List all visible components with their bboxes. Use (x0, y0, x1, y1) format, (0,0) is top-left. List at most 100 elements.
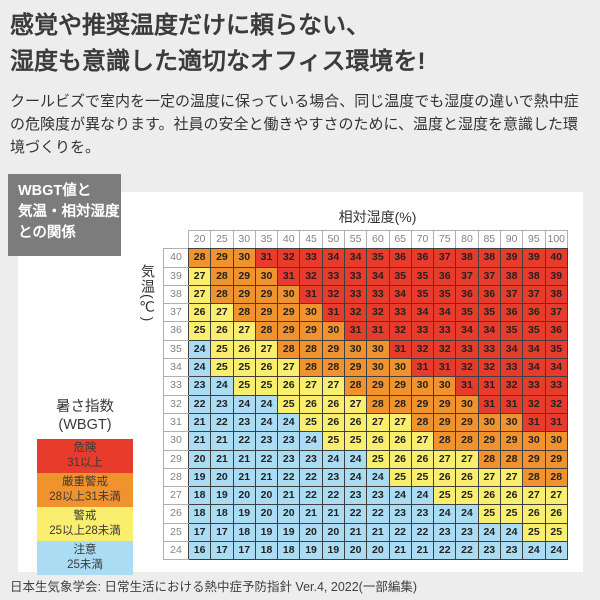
wbgt-cell: 26 (477, 486, 501, 506)
wbgt-cell: 22 (388, 522, 412, 543)
temperature-row-header: 37 (163, 303, 189, 323)
wbgt-cell: 38 (455, 248, 479, 268)
temperature-axis-label: 気温(℃) (140, 264, 156, 323)
wbgt-cell: 17 (210, 522, 234, 543)
wbgt-cell: 30 (522, 431, 546, 451)
wbgt-cell: 26 (388, 449, 412, 469)
wbgt-cell: 32 (544, 394, 568, 414)
wbgt-cell: 26 (544, 504, 568, 524)
wbgt-cell: 28 (433, 431, 457, 451)
wbgt-cell: 28 (299, 358, 323, 378)
table-row: 40 28 29 30 31 32 33 34 34 35 36 36 37 38 38 39 39 40 (163, 248, 568, 268)
wbgt-cell: 18 (187, 486, 212, 506)
table-row: 36 25 26 27 28 29 29 30 31 31 32 33 33 34 34 35 35 36 (163, 321, 568, 341)
wbgt-cell: 30 (388, 358, 412, 378)
wbgt-cell: 28 (254, 321, 279, 341)
humidity-col-header: 35 (254, 229, 279, 250)
section-tag-line1: WBGT値と (18, 183, 92, 199)
wbgt-cell: 30 (254, 266, 279, 286)
legend-item-range: 25未満 (67, 559, 103, 571)
wbgt-cell: 27 (232, 321, 256, 341)
wbgt-cell: 28 (522, 467, 546, 488)
wbgt-cell: 28 (299, 339, 323, 360)
wbgt-cell: 34 (433, 303, 457, 323)
wbgt-cell: 29 (232, 284, 256, 305)
humidity-col-header: 45 (299, 229, 323, 250)
wbgt-cell: 29 (433, 412, 457, 433)
table-row: 25 17 17 18 19 19 20 20 21 21 22 22 23 23 24 24 25 25 (163, 522, 568, 543)
wbgt-cell: 32 (343, 303, 368, 323)
wbgt-cell: 17 (210, 541, 234, 561)
temperature-row-header: 30 (163, 431, 189, 451)
table-row: 26 18 18 19 20 20 21 21 22 22 23 23 24 24 25 25 26 26 (163, 504, 568, 524)
wbgt-cell: 26 (499, 486, 524, 506)
wbgt-cell: 30 (410, 376, 435, 396)
humidity-col-header: 95 (522, 229, 546, 250)
wbgt-cell: 38 (477, 248, 501, 268)
wbgt-cell: 29 (455, 412, 479, 433)
wbgt-cell: 30 (477, 412, 501, 433)
wbgt-cell: 22 (366, 504, 390, 524)
wbgt-cell: 29 (499, 431, 524, 451)
humidity-col-header: 65 (388, 229, 412, 250)
wbgt-cell: 33 (455, 339, 479, 360)
wbgt-cell: 31 (499, 394, 524, 414)
temperature-row-header: 39 (163, 266, 189, 286)
wbgt-cell: 27 (254, 339, 279, 360)
wbgt-cell: 37 (544, 303, 568, 323)
wbgt-cell: 23 (499, 541, 524, 561)
temperature-row-header: 35 (163, 339, 189, 360)
wbgt-cell: 27 (544, 486, 568, 506)
wbgt-cell: 25 (210, 358, 234, 378)
wbgt-cell: 23 (455, 522, 479, 543)
table-row: 24 16 17 17 18 18 19 19 20 20 21 21 22 22 23 23 24 24 (163, 541, 568, 561)
wbgt-cell: 30 (366, 339, 390, 360)
wbgt-cell: 23 (299, 449, 323, 469)
wbgt-cell: 29 (477, 431, 501, 451)
wbgt-cell: 28 (499, 449, 524, 469)
wbgt-cell: 30 (299, 303, 323, 323)
wbgt-cell: 25 (522, 522, 546, 543)
wbgt-cell: 33 (388, 303, 412, 323)
wbgt-cell: 34 (477, 321, 501, 341)
temperature-row-header: 36 (163, 321, 189, 341)
wbgt-cell: 27 (299, 376, 323, 396)
wbgt-cell: 31 (455, 376, 479, 396)
wbgt-cell: 32 (499, 376, 524, 396)
wbgt-cell: 26 (388, 431, 412, 451)
wbgt-cell: 29 (277, 321, 301, 341)
wbgt-cell: 18 (277, 541, 301, 561)
wbgt-cell: 34 (321, 248, 345, 268)
wbgt-cell: 25 (187, 321, 212, 341)
wbgt-cell: 33 (343, 266, 368, 286)
wbgt-cell: 20 (254, 486, 279, 506)
wbgt-cell: 26 (522, 504, 546, 524)
table-corner (164, 231, 189, 249)
wbgt-cell: 23 (210, 394, 234, 414)
table-row: 32 22 23 24 24 25 26 26 27 28 28 29 29 30 31 31 32 32 (163, 394, 568, 414)
wbgt-cell: 22 (299, 467, 323, 488)
table-row: 31 21 22 23 24 24 25 26 26 27 27 28 29 29 30 30 31 31 (163, 412, 568, 433)
wbgt-cell: 26 (343, 412, 368, 433)
wbgt-cell: 23 (254, 431, 279, 451)
table-row: 27 18 19 20 20 21 22 22 23 23 24 24 25 25 26 26 27 27 (163, 486, 568, 506)
wbgt-cell: 36 (522, 303, 546, 323)
wbgt-cell: 32 (522, 394, 546, 414)
wbgt-cell: 24 (366, 467, 390, 488)
wbgt-cell: 20 (366, 541, 390, 561)
wbgt-cell: 33 (544, 376, 568, 396)
wbgt-cell: 37 (499, 284, 524, 305)
wbgt-cell: 19 (277, 522, 301, 543)
wbgt-cell: 35 (477, 303, 501, 323)
legend-item-label: 厳重警戒 (62, 476, 108, 488)
wbgt-cell: 22 (299, 486, 323, 506)
legend-item-label: 危険 (73, 442, 97, 454)
wbgt-cell: 27 (277, 358, 301, 378)
wbgt-cell: 23 (277, 431, 301, 451)
wbgt-cell: 30 (433, 376, 457, 396)
temperature-row-header: 32 (163, 394, 189, 414)
legend-item-range: 31以上 (67, 457, 103, 469)
page-title-line2: 湿度も意識した適切なオフィス環境を! (10, 48, 426, 75)
wbgt-cell: 26 (366, 431, 390, 451)
legend-title-line1: 暑さ指数 (56, 399, 114, 415)
